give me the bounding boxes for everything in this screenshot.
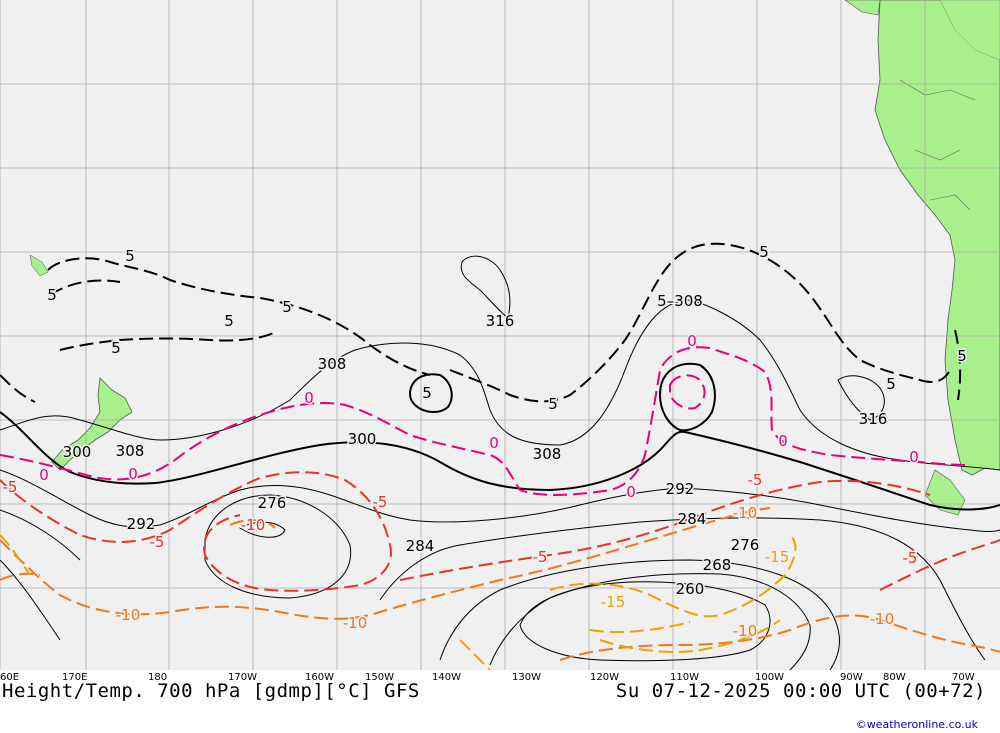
temp-label: -5 [373,493,388,511]
height-label: 300 [348,430,377,448]
height-label: 316 [859,410,888,428]
temp-label: 0 [909,448,919,466]
weather-map[interactable]: 316 308 308 308 5–308 316 300 300 292 292 276 284 28… [0,0,1000,670]
temp-label: -10 [733,622,758,640]
temp-label: 5 [125,247,135,265]
map-datetime: Su 07-12-2025 00:00 UTC (00+72) [615,680,986,702]
height-label: 276 [731,536,760,554]
height-contours [0,255,1000,670]
lon-tick-label: 90W [840,672,863,683]
height-label: 284 [678,510,707,528]
temp-label: 5 [422,384,432,402]
temp-label: 5 [111,339,121,357]
temp-label: 5 [47,286,57,304]
temp-label: -10 [870,610,895,628]
temp-label: -5 [748,471,763,489]
lon-tick-label: 120W [590,672,619,683]
temp-label: 0 [39,466,49,484]
lon-tick-label: 110W [670,672,699,683]
height-label: 260 [676,580,705,598]
temp-label: 5 [886,375,896,393]
lon-tick-label: 170E [62,672,88,683]
height-label: 292 [127,515,156,533]
lon-tick-label: 140W [432,672,461,683]
height-label: 276 [258,494,287,512]
temp-label: -15 [601,593,626,611]
height-label: 268 [703,556,732,574]
temp-label: -10 [343,614,368,632]
temp-label: -10 [241,516,266,534]
temp-label: -10 [733,504,758,522]
lon-tick-label: 80W [883,672,906,683]
contour-labels: 316 308 308 308 5–308 316 300 300 292 292 276 284 28… [1,242,968,642]
temp-contour-0 [0,346,971,496]
height-label: 292 [666,480,695,498]
lon-tick-label: 100W [755,672,784,683]
height-label: 284 [406,537,435,555]
map-footer: 60E 170E 180 170W 160W 150W 140W 130W 120W 110W 10… [0,670,1000,733]
temp-label: 0 [128,465,138,483]
height-label: 308 [116,442,145,460]
temp-label: -5 [903,549,918,567]
temp-label: -5 [3,478,18,496]
map-canvas: 316 308 308 308 5–308 316 300 300 292 292 276 284 28… [0,0,1000,670]
temp-label: 5 [759,243,769,261]
temp-contour-minus5 [0,471,1000,592]
temp-label: 5 [548,395,558,413]
temp-label: 0 [489,434,499,452]
temp-label: 0 [626,483,636,501]
temp-label: 0 [778,432,788,450]
credit-link[interactable]: ©weatheronline.co.uk [855,718,978,731]
temp-label: 0 [687,332,697,350]
height-label: 316 [486,312,515,330]
temp-label: 5 [282,298,292,316]
temp-contour-5 [0,242,962,403]
temp-label: 5 [957,347,967,365]
lon-tick-label: 150W [365,672,394,683]
height-label: 308 [318,355,347,373]
lat-lon-grid [0,0,1000,670]
height-label: 5–308 [657,292,703,310]
temp-label: -5 [533,548,548,566]
lon-tick-label: 160W [305,672,334,683]
lon-tick-label: 60E [0,672,20,683]
temp-contour-minus10 [0,507,1000,661]
lon-tick-label: 180 [148,672,168,683]
temp-label: 5 [224,312,234,330]
height-label: 308 [533,445,562,463]
lon-tick-label: 170W [228,672,257,683]
lon-tick-label: 130W [512,672,541,683]
temp-label: -15 [765,548,790,566]
temp-label: -10 [116,606,141,624]
lon-tick-label: 70W [952,672,975,683]
map-title: Height/Temp. 700 hPa [gdmp][°C] GFS [2,680,420,702]
temp-contour-minus15 [0,534,797,670]
temp-label: 0 [304,389,314,407]
height-label: 300 [63,443,92,461]
temp-label: -5 [150,533,165,551]
